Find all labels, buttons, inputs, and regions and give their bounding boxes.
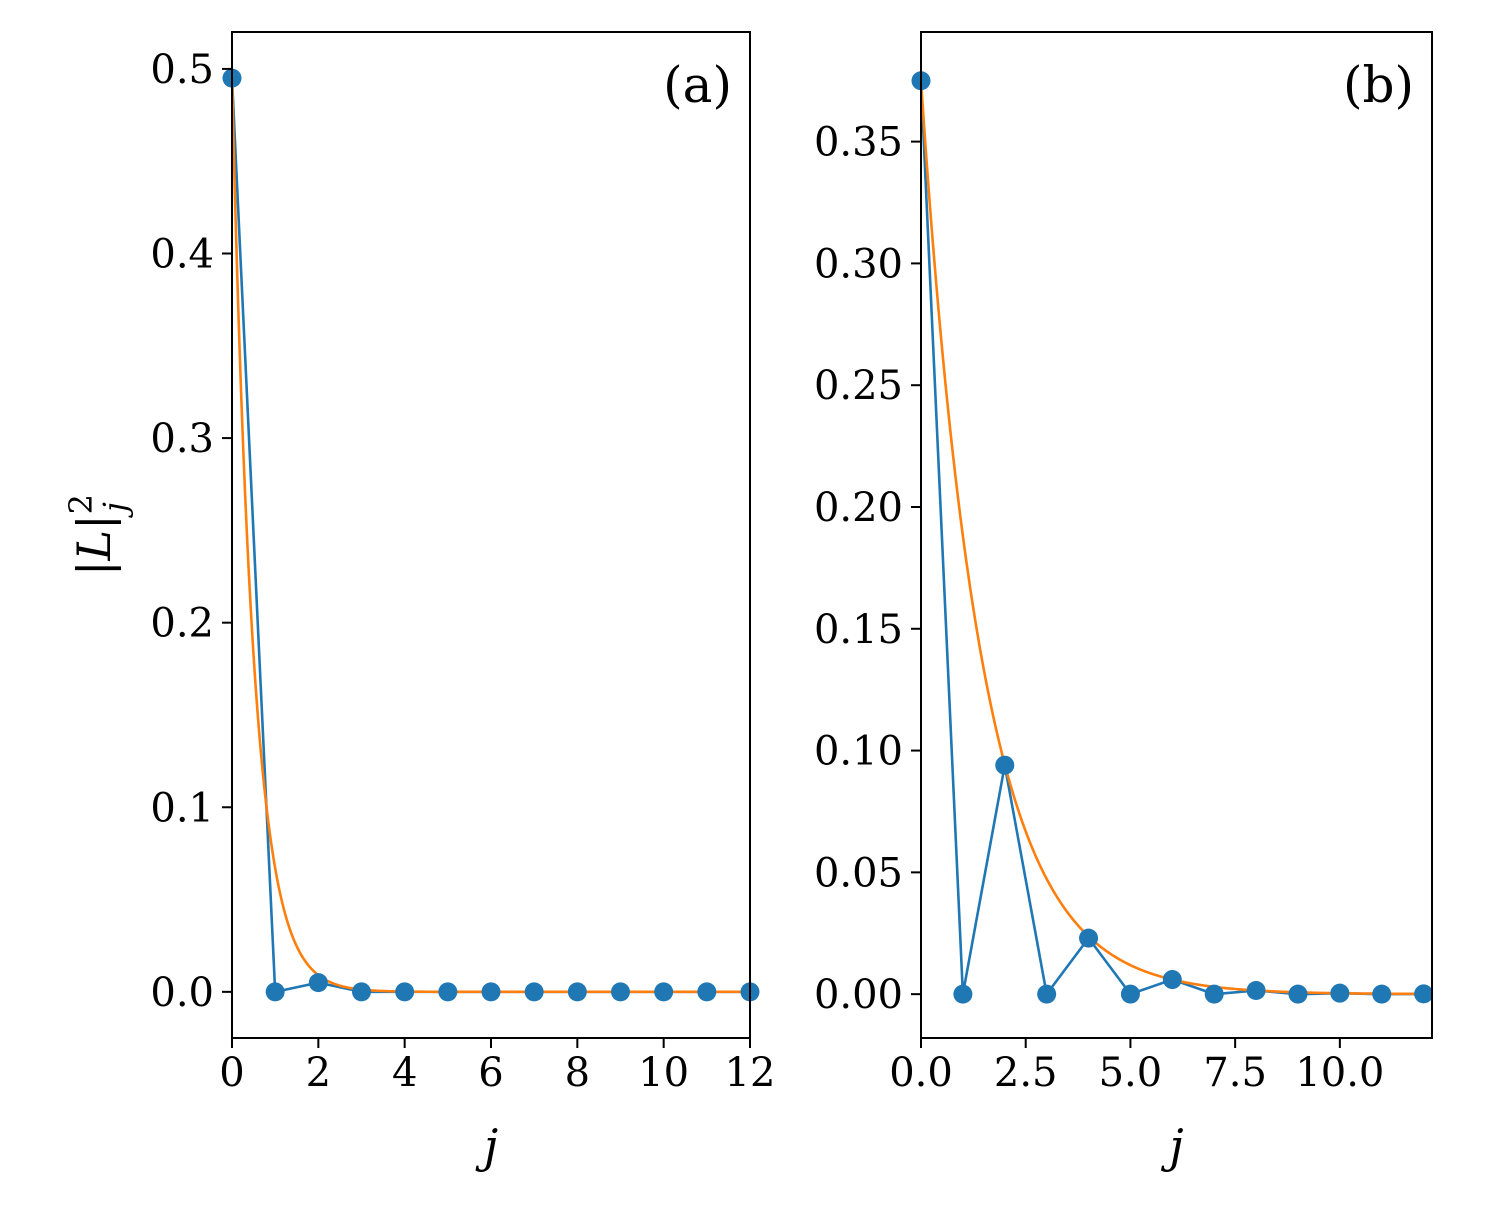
x-tick-label: 10.0 [1295,1050,1384,1096]
data-point [1079,928,1099,948]
x-tick-label: 2.5 [994,1050,1058,1096]
data-point [438,982,458,1002]
y-axis-label-superscript: 2 [62,494,100,514]
data-point [1288,984,1308,1004]
x-tick-label: 7.5 [1203,1050,1267,1096]
y-tick-label: 0.30 [814,241,903,287]
y-tick-label: 0.4 [150,232,214,278]
data-point [567,982,587,1002]
x-tick-label: 0.0 [889,1050,953,1096]
data-point [654,982,674,1002]
x-tick-label: 8 [565,1050,590,1096]
data-point [1372,984,1392,1004]
data-point [524,982,544,1002]
panel-label: (a) [663,56,732,114]
y-tick-label: 0.0 [150,970,214,1016]
data-series-line [921,80,1424,996]
x-tick-label: 6 [478,1050,503,1096]
data-point [395,982,415,1002]
x-tick-label: 2 [306,1050,331,1096]
data-point [1330,983,1350,1003]
data-point [1162,970,1182,990]
y-tick-label: 0.20 [814,485,903,531]
data-point [953,984,973,1004]
fit-curve [921,80,1432,996]
y-tick-label: 0.5 [150,47,214,93]
data-point [1037,984,1057,1004]
x-tick-label: 0 [219,1050,244,1096]
y-tick-label: 0.10 [814,729,903,775]
panel-label: (b) [1343,56,1414,114]
data-point [352,982,371,1002]
axes-frame [920,31,1433,1039]
x-axis-label: j [475,1119,498,1173]
fit-curve [232,78,750,994]
data-series-line [232,78,750,994]
y-tick-label: 0.15 [814,607,903,653]
panel-b: 0.0 2.5 5.0 7.5 10.0 0.00 0.05 0.10 0.15 0.20 0.25… [814,31,1434,1173]
x-tick-label: 5.0 [1099,1050,1163,1096]
data-point [1246,981,1266,1000]
data-point [697,982,717,1002]
data-point [308,973,328,993]
data-point [611,982,630,1002]
y-axis-label-main: |L| [67,514,121,576]
data-point [995,755,1015,775]
x-axis-label: j [1160,1119,1183,1173]
y-axis-label-text: |L|2j [62,494,134,576]
axes-frame [231,31,751,1039]
y-tick-label: 0.05 [814,850,903,896]
data-point [481,982,501,1002]
y-axis-label: |L|2j [62,494,134,576]
data-point [1204,984,1224,1004]
panel-a: 0 2 4 6 8 10 12 0.0 0.1 0.2 0.3 0.4 0.5 (a) j |L|2j [62,31,776,1173]
data-point [1414,984,1434,1004]
y-tick-label: 0.1 [150,785,214,831]
data-point [265,982,285,1002]
x-tick-label: 10 [638,1050,689,1096]
y-tick-label: 0.3 [150,416,214,462]
y-tick-label: 0.35 [814,120,903,166]
x-tick-label: 12 [725,1050,776,1096]
y-tick-label: 0.25 [814,363,903,409]
data-point [1120,984,1140,1004]
y-tick-label: 0.2 [150,601,214,647]
y-tick-label: 0.00 [814,972,903,1018]
x-tick-label: 4 [392,1050,417,1096]
